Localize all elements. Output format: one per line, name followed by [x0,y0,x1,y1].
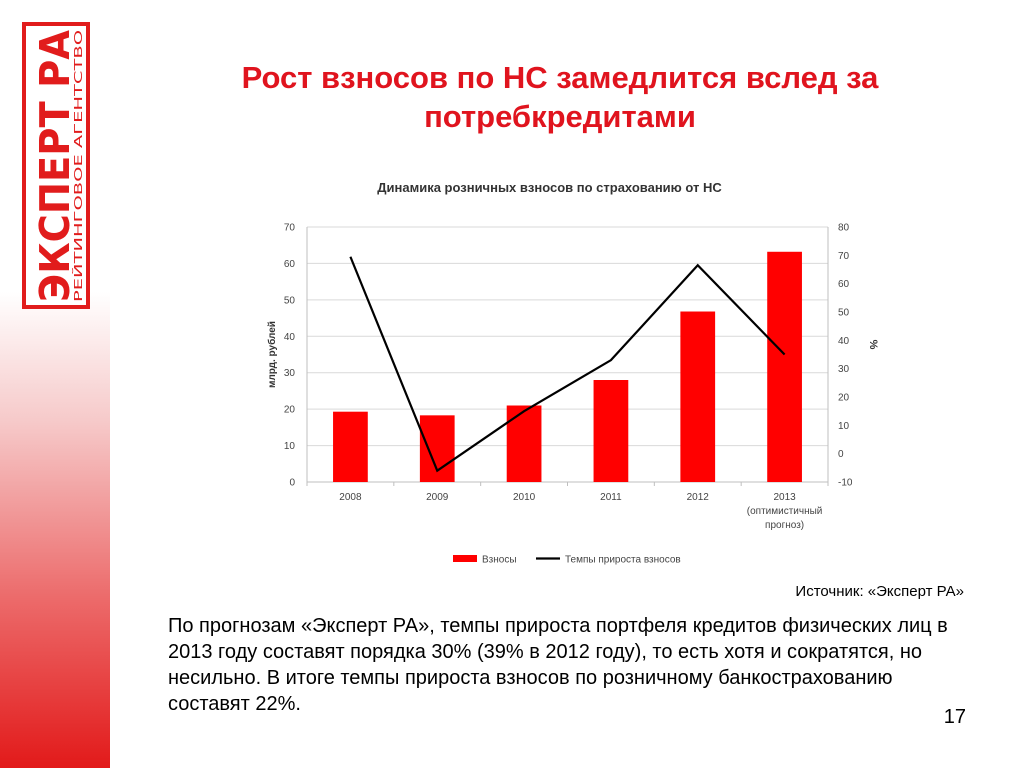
legend-label-bars: Взносы [482,555,517,566]
slide-title-line1: Рост взносов по НС замедлится вслед за [241,60,879,95]
chart-title: Динамика розничных взносов по страховани… [377,180,722,195]
slide-title-line2: потребкредитами [424,99,696,134]
bar-2008 [333,411,368,482]
line-growth-rate [349,256,786,473]
logo: ЭКСПЕРТ РА РЕЙТИНГОВОЕ АГЕНТСТВО [22,22,90,309]
bar-2009 [419,415,455,482]
y2-tick-label: -10 [838,478,853,489]
legend-label-line: Темпы прироста взносов [565,555,681,566]
slide-title: Рост взносов по НС замедлится вслед за п… [150,58,970,136]
y2-tick-label: 30 [838,364,850,375]
x-tick-label: 2011 [600,492,622,503]
y2-tick-label: 20 [838,393,850,404]
x-tick-label: 2010 [513,492,536,503]
bar-2013 [767,251,802,482]
bar-2010 [506,405,542,482]
y-tick-label: 50 [284,295,296,306]
logo-brand-text: ЭКСПЕРТ РА [31,30,79,302]
body-paragraph: По прогнозам «Эксперт РА», темпы прирост… [168,615,948,715]
y-axis-label: млрд. рублей [266,321,278,388]
x-tick-label: 2009 [426,492,449,503]
x-tick-sublabel: прогноз) [765,520,804,531]
y-tick-label: 0 [289,478,295,489]
y2-axis-label: % [867,340,879,350]
y-tick-label: 40 [284,332,296,343]
y2-tick-label: 0 [838,449,844,460]
x-tick-label: 2012 [687,492,710,503]
chart: Динамика розничных взносов по страховани… [266,180,879,566]
legend-swatch-bars [453,555,477,562]
y2-tick-label: 50 [838,308,850,319]
y-tick-label: 30 [284,368,296,379]
x-tick-label: 2013 [773,492,796,503]
y2-tick-label: 10 [838,421,850,432]
y-tick-label: 20 [284,405,296,416]
x-tick-sublabel: (оптимистичный [747,506,823,517]
source-note: Источник: «Эксперт РА» [795,583,964,600]
y-tick-label: 60 [284,259,296,270]
bar-2011 [593,380,629,482]
bar-2012 [680,311,716,482]
y2-tick-label: 40 [838,336,850,347]
x-tick-label: 2008 [339,492,362,503]
page-number: 17 [943,706,966,728]
y-tick-label: 10 [284,441,296,452]
logo-subtitle-text: РЕЙТИНГОВОЕ АГЕНТСТВО [72,29,85,302]
y2-tick-label: 70 [838,251,850,262]
y2-tick-label: 60 [838,279,850,290]
y-tick-label: 70 [284,223,296,234]
logo-lettering: ЭКСПЕРТ РА РЕЙТИНГОВОЕ АГЕНТСТВО [26,26,86,305]
y2-tick-label: 80 [838,223,850,234]
